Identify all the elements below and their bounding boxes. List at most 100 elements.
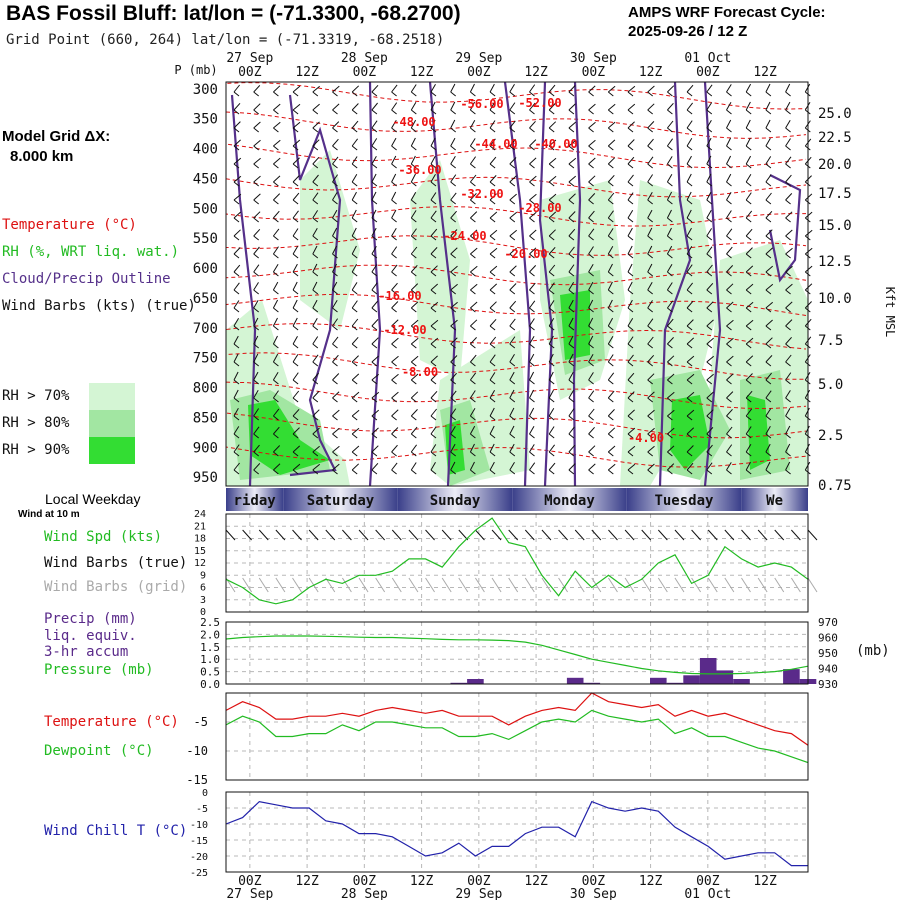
wind-barb-flag xyxy=(706,253,713,259)
wind-barb-staff xyxy=(745,319,754,327)
wind-barb-flag xyxy=(391,361,397,367)
wind-barb-staff xyxy=(312,317,318,327)
wind-barb-staff xyxy=(272,353,279,363)
wind-barb-staff xyxy=(430,373,438,381)
wind-barb-flag xyxy=(450,469,457,475)
wind-barb-staff xyxy=(726,155,732,165)
wind-barb-flag xyxy=(253,433,260,439)
wind-barb-flag xyxy=(568,181,575,187)
wind-barb-flag xyxy=(312,307,319,313)
wind-barb-true xyxy=(541,529,552,541)
wind-barb-staff xyxy=(588,139,596,147)
wind-barb-staff xyxy=(509,211,518,219)
wind-barb-staff xyxy=(469,119,476,129)
wind-barb-flag xyxy=(785,127,791,133)
wind-barb-flag xyxy=(529,451,535,457)
wind-barb-flag xyxy=(627,199,634,205)
wind-barb-flag xyxy=(470,217,476,223)
wind-barb-staff xyxy=(332,318,339,327)
wind-barb-staff xyxy=(568,282,575,291)
wind-barb-staff xyxy=(745,461,751,471)
wind-barb-staff xyxy=(745,247,753,255)
wind-barb-flag xyxy=(410,127,417,133)
wind-barb-staff xyxy=(450,83,456,93)
wind-barb-staff xyxy=(470,247,478,255)
wind-barb-flag xyxy=(686,235,693,241)
wind-barb-flag xyxy=(391,343,397,349)
wind-barb-staff xyxy=(430,155,436,165)
wind-barb-flag xyxy=(371,91,378,97)
wind-barb-staff xyxy=(745,373,753,381)
wind-barb-flag xyxy=(351,163,358,169)
weekday-label: We xyxy=(766,493,783,509)
wind-barb-flag xyxy=(509,217,516,223)
wind-barb-flag xyxy=(785,91,791,97)
wind-barb-flag xyxy=(489,109,496,115)
wind-barb-staff xyxy=(548,371,554,381)
wind-barb-flag xyxy=(253,343,260,349)
wind-barb-staff xyxy=(253,317,259,327)
wind-barb-staff xyxy=(548,444,555,453)
wind-barb-flag xyxy=(509,91,516,97)
wind-barb-flag xyxy=(410,235,417,241)
wind-barb-flag xyxy=(509,325,516,331)
wind-barb-staff xyxy=(686,427,695,435)
wind-barb-flag xyxy=(627,109,634,115)
wind-barb-staff xyxy=(450,461,456,471)
wind-barb-staff xyxy=(391,120,397,129)
wind-barb-staff xyxy=(686,445,694,453)
wind-barb-flag xyxy=(509,397,516,403)
dewpoint-label: Dewpoint (°C) xyxy=(44,743,154,759)
precip-y-tick-label: 1.0 xyxy=(200,653,220,666)
wind-barb-flag xyxy=(450,145,457,151)
wind-y-tick-label: 21 xyxy=(194,521,206,532)
wind-barb-staff xyxy=(450,337,458,345)
wind-barb-flag xyxy=(450,415,457,421)
wind-barb-flag xyxy=(706,379,713,385)
wind-barb-staff xyxy=(509,425,515,435)
wind-barb-flag xyxy=(588,145,594,151)
wind-barb-staff xyxy=(804,229,813,237)
wind-barb-true xyxy=(425,529,435,541)
wind-barb-flag xyxy=(351,415,358,421)
wind-barb-flag xyxy=(509,181,516,187)
wind-barb-staff xyxy=(647,227,653,237)
cycle-value: 2025-09-26 / 12 Z xyxy=(628,23,748,40)
wind-barb-flag xyxy=(627,127,634,133)
wind-barb-staff xyxy=(253,85,261,93)
wind-barb-staff xyxy=(351,282,358,291)
wind-barb-flag xyxy=(253,109,260,115)
wind-barb-flag xyxy=(470,109,476,115)
wind-barb-staff xyxy=(332,192,338,201)
wind-barb-staff xyxy=(548,462,556,471)
wind-barb-staff xyxy=(371,445,379,453)
wind-barb-staff xyxy=(351,463,360,471)
wind-barb-flag xyxy=(450,91,457,97)
wind-barb-flag xyxy=(607,397,614,403)
wind-barb-staff xyxy=(607,427,616,435)
wind-barb-true xyxy=(591,529,602,541)
wind-barb-staff xyxy=(391,462,398,471)
wind-barb-flag xyxy=(312,433,319,439)
wind-barb-staff xyxy=(785,138,791,147)
wind-barb-staff xyxy=(371,264,378,273)
wind-barb-flag xyxy=(726,199,732,205)
wind-barb-flag xyxy=(450,235,457,241)
wind-barb-staff xyxy=(312,192,319,201)
wind-barb-flag xyxy=(745,451,752,457)
wind-barb-flag xyxy=(785,253,791,259)
kft-tick-label: 15.0 xyxy=(818,218,852,234)
wind-barb-staff xyxy=(470,211,478,219)
wind-barb-flag xyxy=(667,433,673,439)
temperature-contour-label: -52.00 xyxy=(518,96,561,110)
wind-barb-flag xyxy=(647,307,654,313)
wind-barb-flag xyxy=(450,289,457,295)
wind-barb-staff xyxy=(647,263,653,273)
wind-barb-staff xyxy=(351,445,360,453)
wind-barb-flag xyxy=(726,307,732,313)
wind-barb-flag xyxy=(588,397,594,403)
wind-barb-flag xyxy=(647,253,654,259)
wind-barb-flag xyxy=(292,343,299,349)
wind-barb-flag xyxy=(450,127,457,133)
wind-barb-flag xyxy=(529,415,535,421)
